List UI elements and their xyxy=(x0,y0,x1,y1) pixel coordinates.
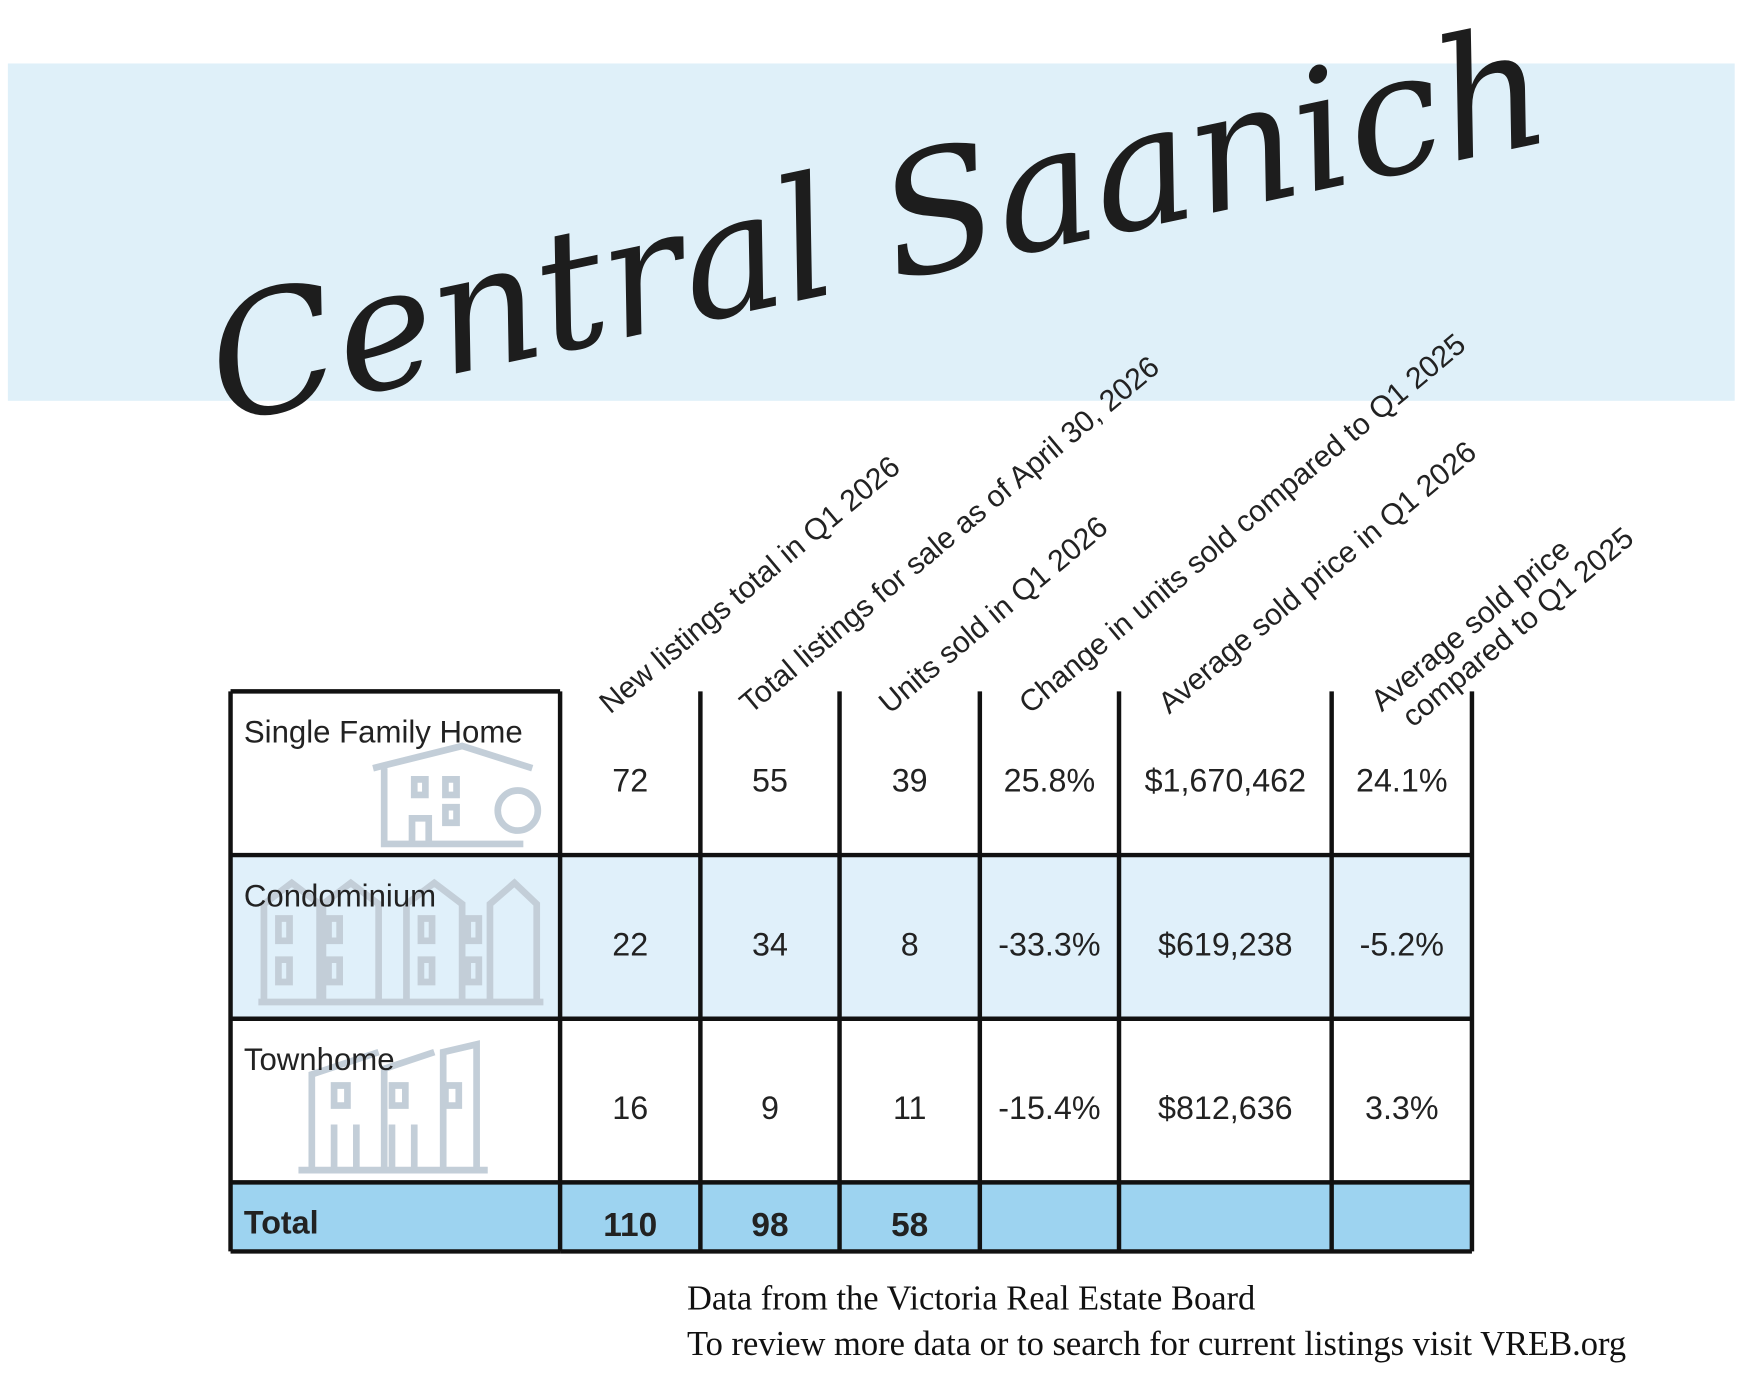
cell-value: $812,636 xyxy=(1158,1090,1293,1126)
row-label: Single Family Home xyxy=(244,715,523,750)
cell-value: -33.3% xyxy=(998,926,1100,962)
title-band xyxy=(7,63,1735,401)
cell-value: 24.1% xyxy=(1356,763,1448,799)
row-bg xyxy=(230,691,1472,856)
row-bg xyxy=(230,1182,1472,1252)
condo-icon xyxy=(258,878,544,1006)
cell-value: 16 xyxy=(612,1090,648,1126)
cell-value: 39 xyxy=(892,763,928,799)
cell-value: -5.2% xyxy=(1360,926,1444,962)
house-icon xyxy=(372,742,534,848)
footer-line: To review more data or to search for cur… xyxy=(687,1325,1626,1363)
cell-value: 55 xyxy=(752,763,788,799)
cell-value: 3.3% xyxy=(1365,1090,1439,1126)
footer-line: Data from the Victoria Real Estate Board xyxy=(687,1279,1255,1317)
cell-value: 8 xyxy=(901,926,919,962)
cell-value: 72 xyxy=(612,763,648,799)
total-value: 98 xyxy=(751,1207,788,1244)
cell-value: 9 xyxy=(761,1090,779,1126)
column-header: Units sold in Q1 2026 xyxy=(873,510,1114,720)
cell-value: 34 xyxy=(752,926,788,962)
column-header: New listings total in Q1 2026 xyxy=(593,450,906,720)
cell-value: 22 xyxy=(612,926,648,962)
total-label: Total xyxy=(244,1205,319,1241)
row-label: Townhome xyxy=(244,1042,395,1077)
column-header: compared to Q1 2025 xyxy=(1396,521,1640,733)
row-bg xyxy=(230,1018,1472,1183)
cell-value: $1,670,462 xyxy=(1145,763,1307,799)
cell-value: 11 xyxy=(893,1090,927,1126)
cell-value: $619,238 xyxy=(1158,926,1293,962)
icons xyxy=(258,742,544,1174)
row-label: Condominium xyxy=(244,878,436,913)
cell-value: 25.8% xyxy=(1004,763,1096,799)
townhome-icon xyxy=(298,1040,488,1174)
cell-value: -15.4% xyxy=(998,1090,1100,1126)
total-value: 58 xyxy=(891,1207,928,1244)
total-value: 110 xyxy=(603,1207,657,1244)
tree-icon xyxy=(494,787,542,834)
